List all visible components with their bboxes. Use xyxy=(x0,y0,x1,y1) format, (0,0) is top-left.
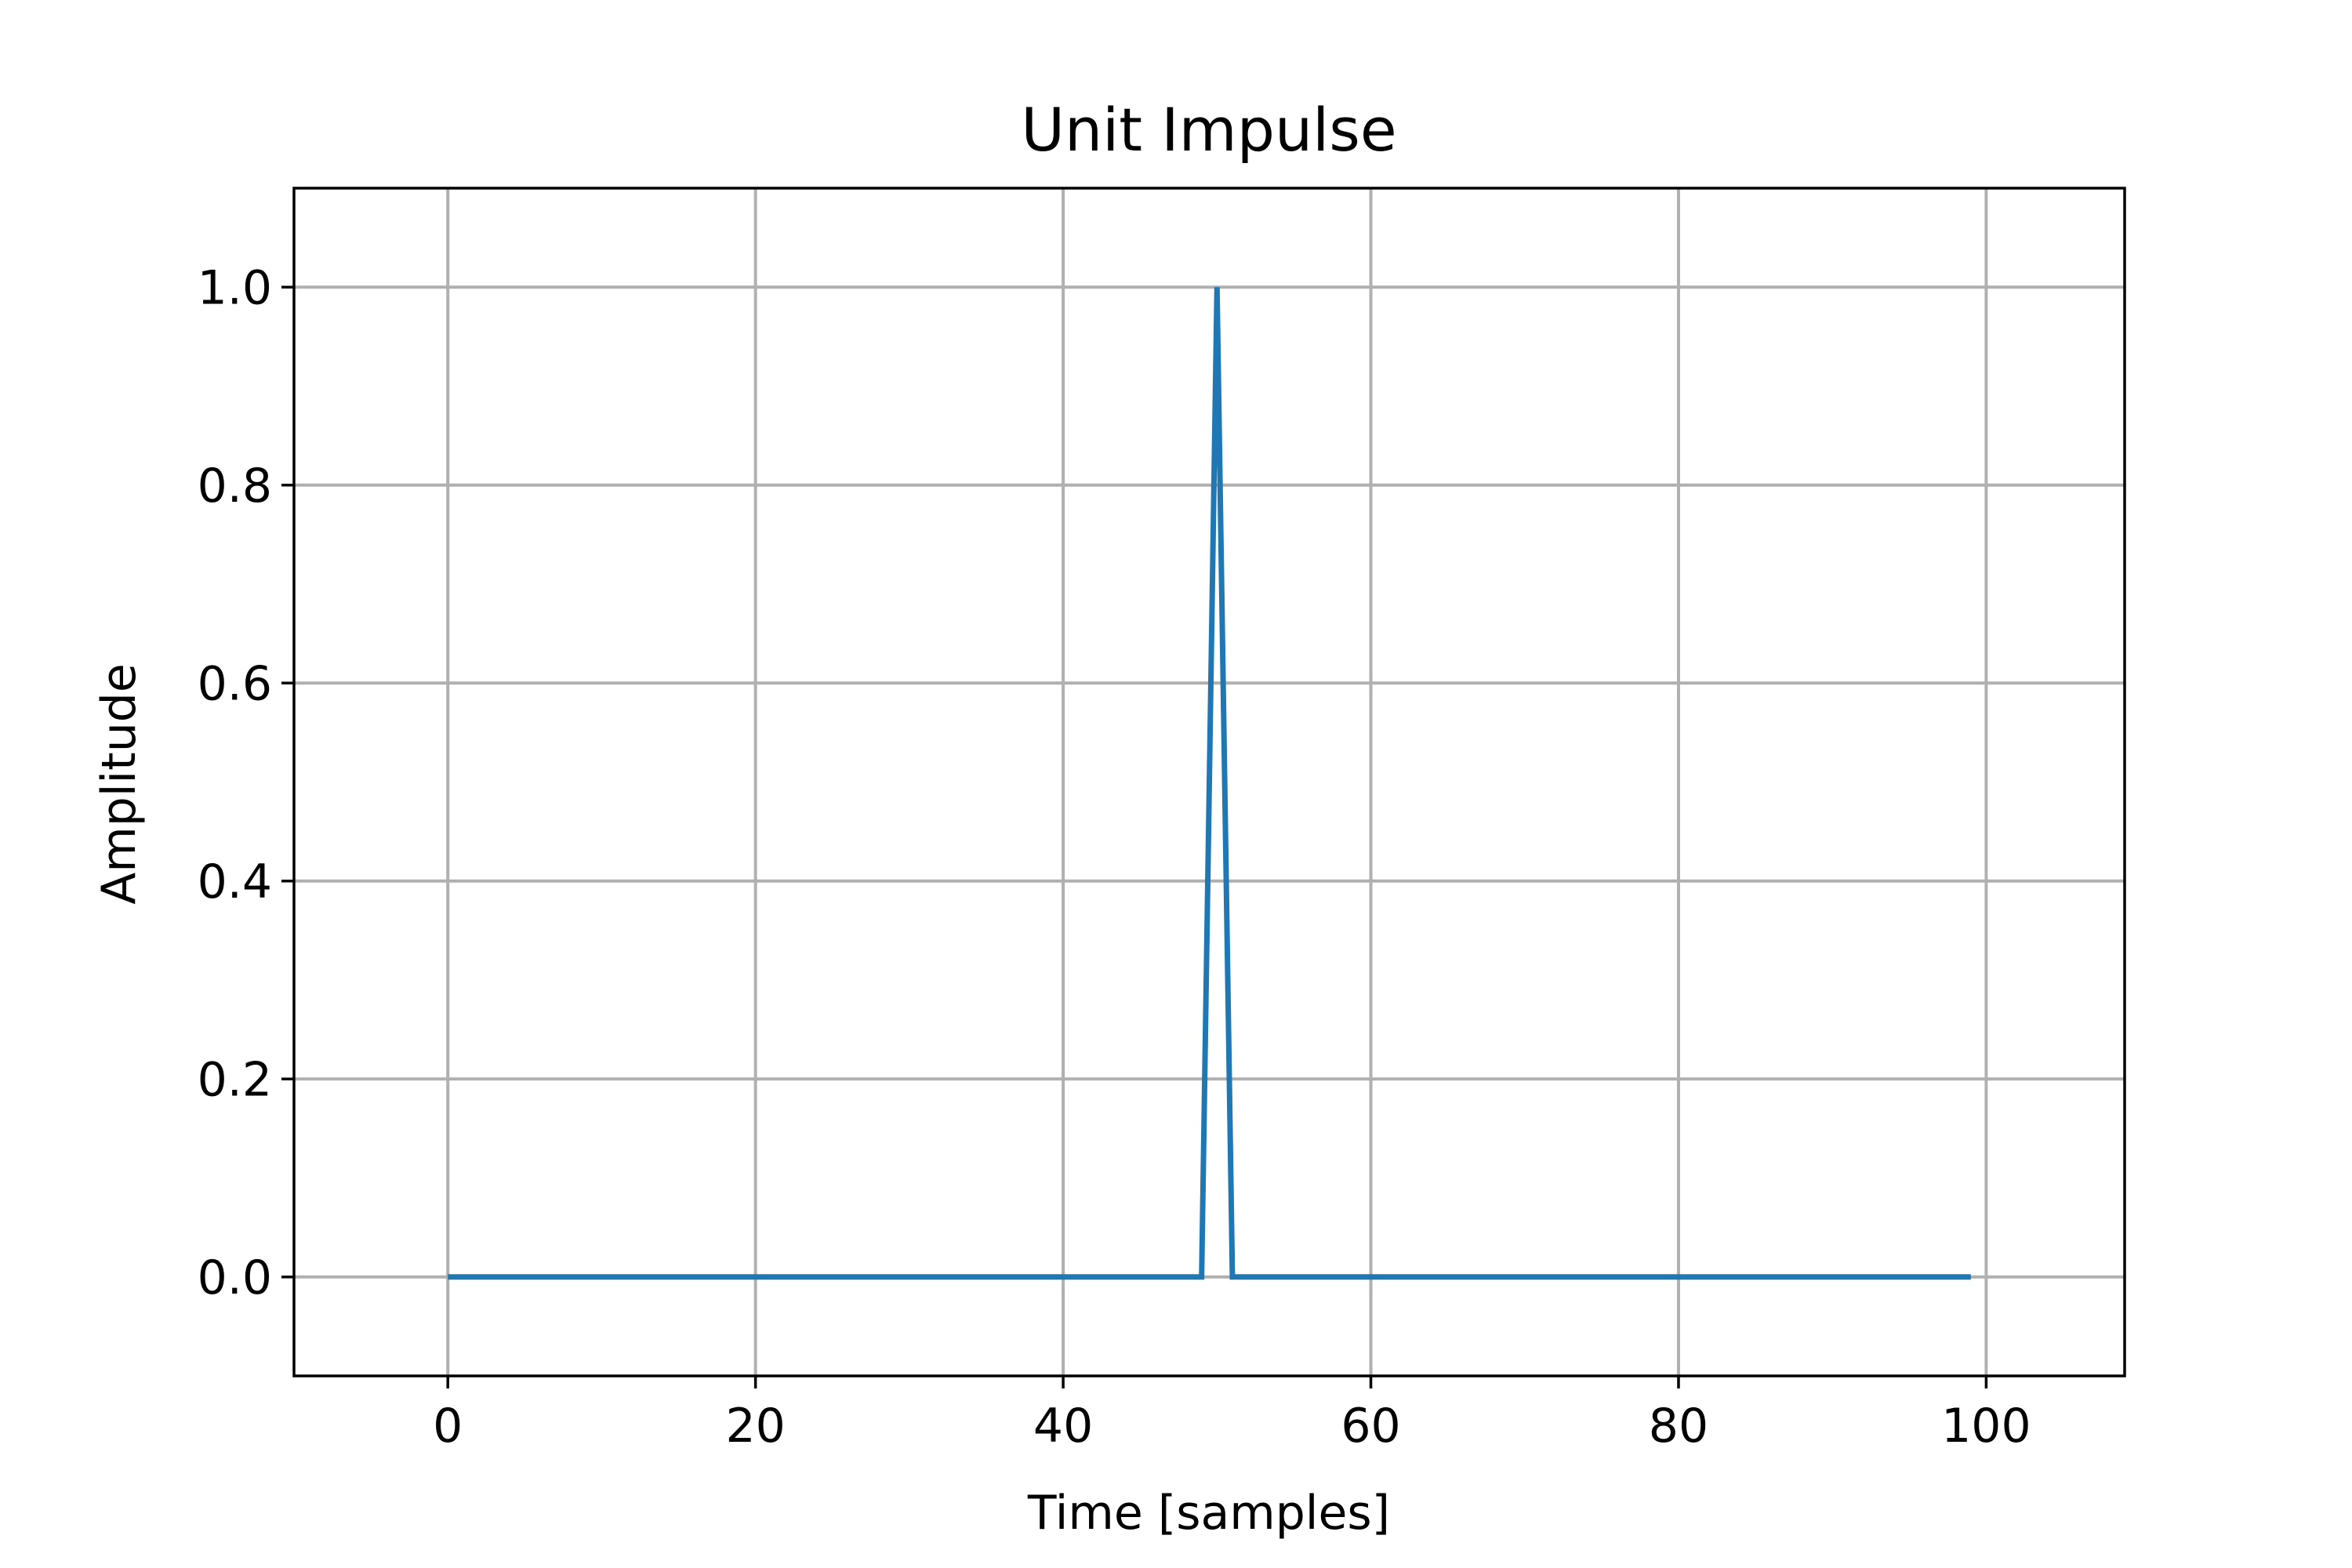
x-tick-label: 100 xyxy=(1941,1399,2031,1454)
y-tick-label: 0.0 xyxy=(198,1250,272,1305)
x-tick-label: 20 xyxy=(725,1399,785,1454)
axis-ticks: 0 20 40 60 80 100 0.0 0.2 0.4 0.6 0.8 1.0 xyxy=(198,260,2031,1454)
y-tick-label: 1.0 xyxy=(198,260,272,315)
x-tick-label: 40 xyxy=(1033,1399,1093,1454)
plot-frame xyxy=(292,187,2126,1377)
y-tick-label: 0.8 xyxy=(198,459,272,514)
x-tick-label: 80 xyxy=(1649,1399,1708,1454)
y-tick-label: 0.6 xyxy=(198,656,272,711)
chart-title: Unit Impulse xyxy=(1021,95,1396,165)
x-tick-label: 60 xyxy=(1341,1399,1400,1454)
y-axis-label: Amplitude xyxy=(92,663,147,904)
series-layer xyxy=(448,287,1971,1280)
x-axis-label: Time [samples] xyxy=(1027,1486,1390,1541)
series-line-impulse xyxy=(448,287,1971,1280)
y-tick-label: 0.2 xyxy=(198,1052,272,1107)
y-tick-label: 0.4 xyxy=(198,855,272,909)
x-tick-label: 0 xyxy=(433,1399,463,1454)
